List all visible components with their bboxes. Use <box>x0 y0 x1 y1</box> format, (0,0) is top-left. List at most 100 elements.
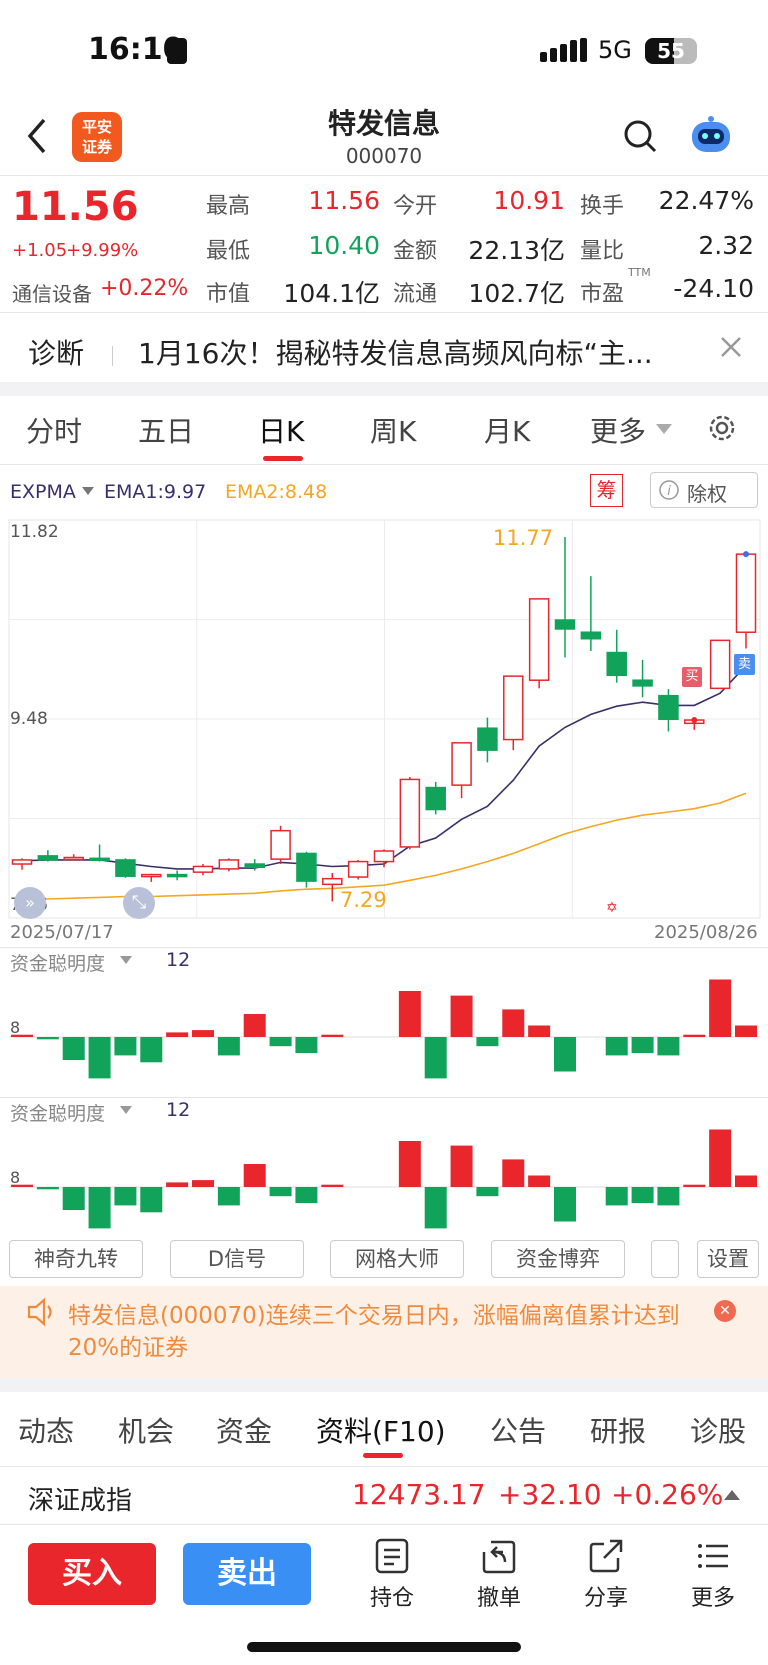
buy-marker[interactable]: 买 <box>682 667 702 687</box>
flow-panel-bar <box>36 1037 59 1040</box>
event-marker-icon[interactable]: ✡ <box>606 900 618 916</box>
flow-panel-bar <box>295 1037 318 1054</box>
quote-label: 换手 <box>580 194 625 219</box>
expand-left-button[interactable]: » <box>14 887 46 919</box>
notice-text[interactable]: 特发信息(000070)连续三个交易日内，涨幅偏离值累计达到20%的证券 <box>68 1303 680 1361</box>
tab-info[interactable]: 研报 <box>590 1415 647 1448</box>
index-name[interactable]: 深证成指 <box>28 1486 133 1516</box>
quote-value: -24.10 <box>673 274 754 303</box>
quote-label: 今开 <box>393 194 438 219</box>
indicator-name[interactable]: EXPMA <box>10 481 76 503</box>
caret-up-icon[interactable] <box>724 1488 740 1500</box>
toolbar-more[interactable]: 更多 <box>673 1538 753 1612</box>
network-label: 5G <box>598 36 632 64</box>
tool-chip[interactable]: 网格大师 <box>330 1240 464 1278</box>
diagnosis-label: 诊断 <box>28 337 85 370</box>
flow-panel-bar <box>735 1025 757 1037</box>
sell-button[interactable]: 卖出 <box>183 1543 311 1605</box>
candle-body <box>528 598 550 681</box>
person-icon <box>167 38 187 64</box>
tab-underline <box>363 1453 403 1458</box>
ex-rights-button[interactable]: i 除权 <box>650 472 758 508</box>
quote-label: 最低 <box>206 239 251 264</box>
candle-body <box>218 859 240 870</box>
quote-label: 量比 <box>580 239 625 264</box>
caret-down-icon <box>656 424 672 434</box>
sell-marker[interactable]: 卖 <box>734 654 755 675</box>
quote-value: 2.32 <box>698 231 754 260</box>
notice-close-icon[interactable]: ✕ <box>714 1300 736 1322</box>
back-icon[interactable] <box>24 116 50 156</box>
diagnosis-headline[interactable]: 1月16次！揭秘特发信息高频风向标“主... <box>138 337 653 370</box>
flow-panel-bar <box>192 1030 214 1037</box>
buy-button[interactable]: 买入 <box>28 1543 156 1605</box>
tool-chip-partial[interactable] <box>651 1240 679 1278</box>
chip-distribution-button[interactable]: 筹 <box>590 474 623 507</box>
candle-body <box>606 651 627 677</box>
close-icon[interactable] <box>720 336 742 358</box>
candlestick-chart[interactable] <box>0 0 768 1240</box>
sector-name[interactable]: 通信设备 <box>12 282 92 306</box>
flow-panel-2-bar <box>709 1129 732 1187</box>
flow-panel-2-bar <box>321 1184 344 1187</box>
flow-panel-bar <box>554 1037 576 1072</box>
toolbar-label: 更多 <box>690 1586 735 1611</box>
toolbar-share[interactable]: 分享 <box>566 1538 646 1612</box>
fullscreen-button[interactable]: ⤡ <box>123 887 155 919</box>
flow-indicator-label[interactable]: 资金聪明度 <box>10 953 106 975</box>
flow-axis-label: 8 <box>10 1018 21 1037</box>
flow-panel-2-bar <box>657 1187 680 1206</box>
battery-level: 55 <box>657 39 685 63</box>
price-change-pct: +9.99% <box>66 240 139 261</box>
toolbar-positions[interactable]: 持仓 <box>352 1538 432 1612</box>
candle-body <box>244 863 265 869</box>
flow-panel-2-bar <box>554 1187 576 1222</box>
menu-icon <box>698 1544 728 1568</box>
tab-period[interactable]: 周K <box>370 415 417 448</box>
notice-banner <box>0 1286 768 1378</box>
toolbar-cancel-order[interactable]: 撤单 <box>459 1538 539 1612</box>
flow-panel-bar <box>243 1014 266 1037</box>
ema2-legend: EMA2:8.48 <box>225 481 328 503</box>
tab-period[interactable]: 分时 <box>26 415 83 448</box>
search-icon[interactable] <box>622 118 658 154</box>
toolbar-label: 分享 <box>583 1586 628 1611</box>
tab-info[interactable]: 诊股 <box>690 1415 747 1448</box>
index-change: +32.10 <box>498 1478 602 1511</box>
robot-assistant-icon[interactable] <box>688 114 734 158</box>
tab-period[interactable]: 五日 <box>138 415 195 448</box>
tab-period[interactable]: 月K <box>484 415 531 448</box>
flow-panel-bar <box>166 1032 189 1037</box>
info-icon: i <box>659 480 679 500</box>
gear-icon[interactable] <box>706 412 738 444</box>
quote-value: 22.13亿 <box>468 236 565 265</box>
caret-down-icon <box>120 956 132 964</box>
tool-chip[interactable]: D信号 <box>170 1240 304 1278</box>
tab-info[interactable]: 资金 <box>216 1415 273 1448</box>
flow-indicator-label[interactable]: 资金聪明度 <box>10 1103 106 1125</box>
tab-period-active[interactable]: 日K <box>258 415 305 448</box>
tool-chip[interactable]: 资金博弈 <box>491 1240 625 1278</box>
flow-panel-bar <box>140 1037 163 1063</box>
candle-body <box>580 631 602 640</box>
tab-info[interactable]: 公告 <box>490 1415 547 1448</box>
tab-more[interactable]: 更多 <box>590 415 647 448</box>
flow-panel-2-bar <box>140 1187 163 1213</box>
flow-indicator-value: 12 <box>166 949 191 971</box>
tab-info[interactable]: 动态 <box>18 1415 75 1448</box>
flow-panel-bar <box>450 995 473 1037</box>
share-icon <box>589 1539 623 1573</box>
tab-info[interactable]: 机会 <box>118 1415 175 1448</box>
tool-settings-button[interactable]: 设置 <box>697 1240 759 1278</box>
tool-chip[interactable]: 神奇九转 <box>9 1240 143 1278</box>
candle-body <box>322 877 343 886</box>
candle-body <box>451 742 472 786</box>
flow-indicator-value: 12 <box>166 1099 191 1121</box>
tab-info-active[interactable]: 资料(F10) <box>316 1415 446 1448</box>
candle-body <box>735 553 757 633</box>
flow-panel-2-bar <box>528 1175 551 1187</box>
candle-body <box>166 873 188 878</box>
tab-underline <box>263 456 303 461</box>
flow-panel-bar <box>605 1037 628 1056</box>
candle-body <box>399 778 421 848</box>
